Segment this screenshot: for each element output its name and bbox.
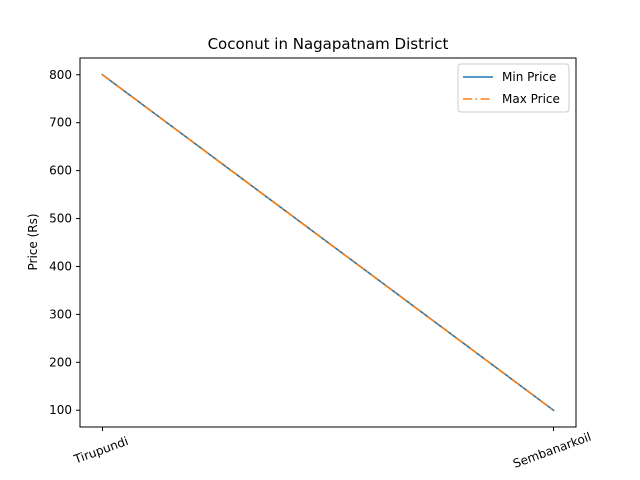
y-tick-label: 400: [49, 259, 72, 273]
y-tick-label: 600: [49, 164, 72, 178]
y-axis: 100 200 300 400 500 600 700 800: [49, 68, 80, 417]
y-tick-label: 700: [49, 116, 72, 130]
x-tick-label: Tirupundi: [71, 434, 130, 467]
x-tick-label: Sembanarkoil: [511, 430, 593, 471]
chart-title: Coconut in Nagapatnam District: [208, 35, 449, 53]
series-group: [103, 75, 554, 410]
y-tick-label: 300: [49, 307, 72, 321]
y-tick-label: 500: [49, 212, 72, 226]
legend: Min Price Max Price: [458, 64, 569, 112]
y-tick-label: 200: [49, 355, 72, 369]
legend-label: Min Price: [502, 70, 556, 84]
y-tick-label: 800: [49, 68, 72, 82]
y-axis-label: Price (Rs): [26, 213, 40, 270]
legend-label: Max Price: [502, 92, 560, 106]
y-tick-label: 100: [49, 403, 72, 417]
x-axis: Tirupundi Sembanarkoil: [71, 427, 593, 471]
